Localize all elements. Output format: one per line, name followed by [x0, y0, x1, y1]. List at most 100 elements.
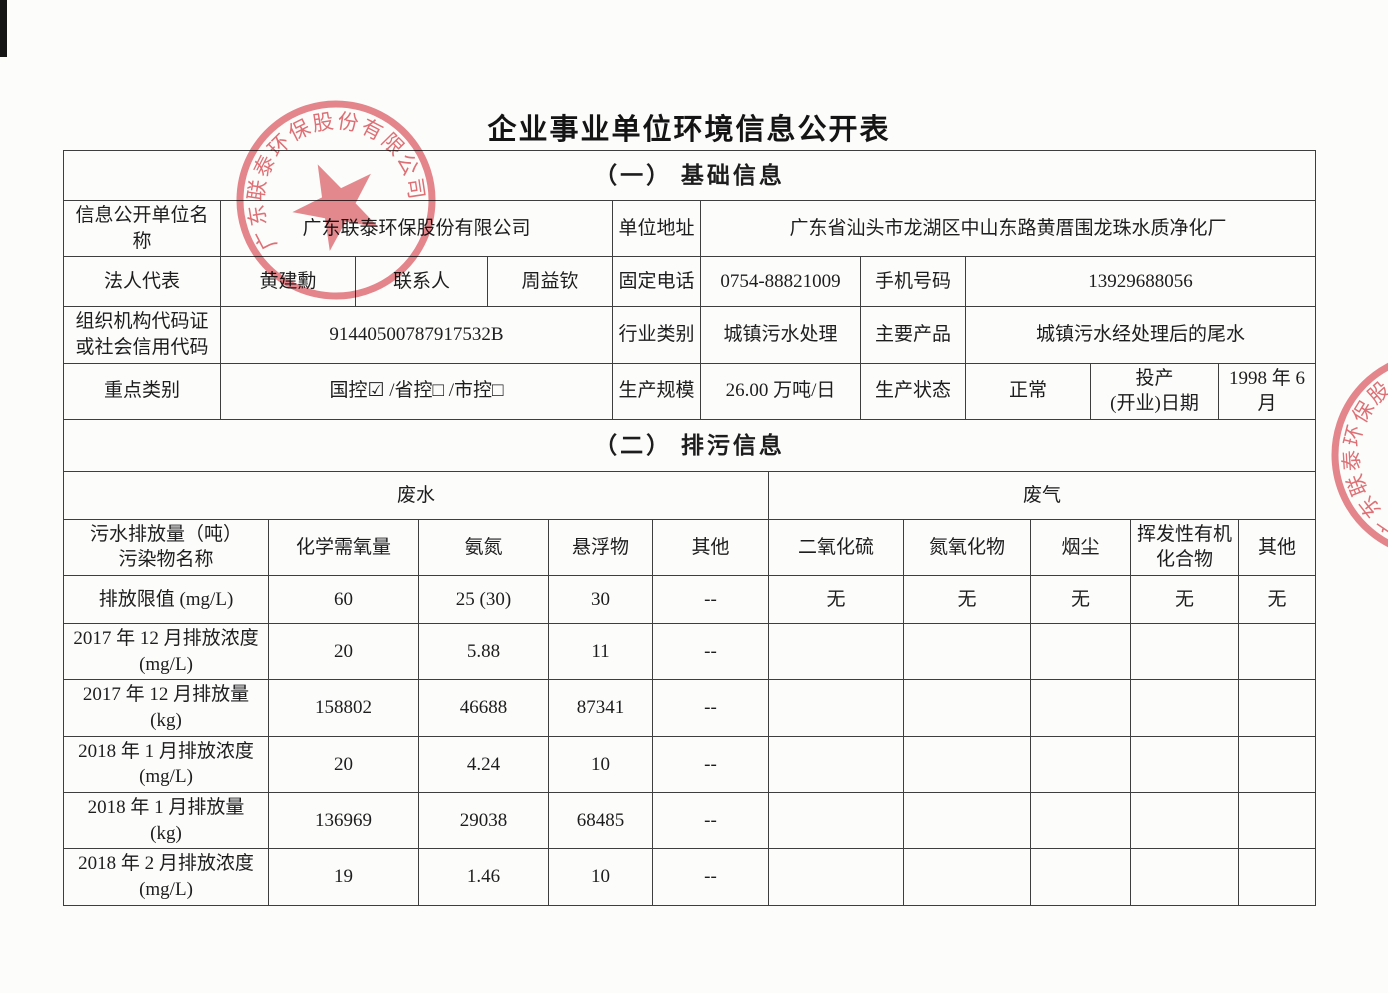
table-row: 重点类别 国控☑ /省控□ /市控□ 生产规模 26.00 万吨/日 生产状态 … — [63, 362, 1317, 420]
cell — [1130, 848, 1239, 906]
cell — [1237, 623, 1317, 681]
cell — [903, 791, 1031, 850]
cell — [1130, 679, 1239, 737]
scale-label: 生产规模 — [612, 362, 701, 420]
section-2-title: （二） 排污信息 — [62, 418, 1317, 472]
org-code-label: 组织机构代码证或社会信用代码 — [63, 306, 221, 364]
product-label: 主要产品 — [860, 306, 966, 364]
col-header-smoke: 烟尘 — [1030, 518, 1131, 577]
cell — [1237, 791, 1317, 850]
cell: 4.24 — [418, 735, 549, 793]
document-title: 企业事业单位环境信息公开表 — [487, 114, 891, 146]
mobile-label: 手机号码 — [860, 256, 966, 308]
gas-group-header: 废气 — [767, 470, 1317, 520]
col-header-ammonia: 氨氮 — [418, 518, 549, 577]
mobile-value: 13929688056 — [964, 256, 1317, 308]
table-row: 2018 年 2 月排放浓度 (mg/L) 19 1.46 10 -- — [63, 848, 1317, 906]
key-category-value: 国控☑ /省控□ /市控□ — [220, 362, 613, 420]
legal-rep-label: 法人代表 — [63, 256, 221, 308]
phone-value: 0754-88821009 — [700, 256, 861, 308]
table-row: 2017 年 12 月排放量 (kg) 158802 46688 87341 -… — [63, 679, 1317, 737]
cell: 19 — [268, 848, 419, 906]
cell — [1237, 679, 1317, 737]
cell — [1130, 623, 1239, 681]
seal-company-text: 广东联泰环保股份有限公司 — [1315, 335, 1388, 541]
contact-label: 联系人 — [355, 256, 488, 308]
column-header-row: 污水排放量（吨） 污染物名称 化学需氧量 氨氮 悬浮物 其他 二氧化硫 氮氧化物… — [63, 518, 1317, 577]
pollutant-header-line1: 污水排放量（吨） — [89, 523, 242, 545]
table-row: 2018 年 1 月排放量 (kg) 136969 29038 68485 -- — [63, 791, 1317, 850]
cell — [903, 848, 1031, 906]
cell: 20 — [268, 735, 419, 793]
table-row: 排放限值 (mg/L) 60 25 (30) 30 -- 无 无 无 无 无 — [63, 575, 1317, 625]
row-label: 2018 年 2 月排放浓度 (mg/L) — [63, 848, 269, 906]
cell: 46688 — [418, 679, 549, 737]
row-label: 2018 年 1 月排放浓度 (mg/L) — [63, 735, 269, 793]
partial-seal-stamp: 广东联泰环保股份有限公司 — [1315, 335, 1388, 559]
table-row: 法人代表 黄建勳 联系人 周益钦 固定电话 0754-88821009 手机号码… — [63, 256, 1317, 308]
start-date-label-line2: (开业)日期 — [1110, 393, 1199, 415]
cell — [1030, 623, 1131, 681]
legal-rep-value: 黄建勳 — [220, 256, 356, 308]
cell — [1030, 735, 1131, 793]
table-row: 2017 年 12 月排放浓度 (mg/L) 20 5.88 11 -- — [63, 623, 1317, 681]
cell: 无 — [903, 575, 1031, 625]
cell: 30 — [548, 575, 653, 625]
cell — [768, 735, 904, 793]
pollutant-header-line2: 污染物名称 — [118, 549, 214, 571]
cell: -- — [652, 848, 769, 906]
cell — [1130, 791, 1239, 850]
basic-info-table: （一） 基础信息 信息公开单位名称 广东联泰环保股份有限公司 单位地址 广东省汕… — [62, 150, 1317, 420]
cell: 10 — [548, 735, 653, 793]
cell: 68485 — [548, 791, 653, 850]
cell: 60 — [268, 575, 419, 625]
col-header-nox: 氮氧化物 — [903, 518, 1031, 577]
start-date-label: 投产 (开业)日期 — [1090, 362, 1219, 420]
cell: 29038 — [418, 791, 549, 850]
col-header-voc: 挥发性有机化合物 — [1130, 518, 1239, 577]
table-row: 2018 年 1 月排放浓度 (mg/L) 20 4.24 10 -- — [63, 735, 1317, 793]
cell — [1030, 791, 1131, 850]
start-date-value: 1998 年 6 月 — [1217, 362, 1317, 420]
row-label: 排放限值 (mg/L) — [63, 575, 269, 625]
cell: 136969 — [268, 791, 419, 850]
col-header-cod: 化学需氧量 — [268, 518, 419, 577]
cell — [768, 623, 904, 681]
status-label: 生产状态 — [860, 362, 966, 420]
cell: 5.88 — [418, 623, 549, 681]
unit-name-label: 信息公开单位名称 — [63, 199, 221, 258]
table-row: 组织机构代码证或社会信用代码 91440500787917532B 行业类别 城… — [63, 306, 1317, 364]
cell — [1237, 848, 1317, 906]
key-category-label: 重点类别 — [63, 362, 221, 420]
scan-edge-artifact — [0, 0, 7, 57]
cell: 1.46 — [418, 848, 549, 906]
form-body: （一） 基础信息 信息公开单位名称 广东联泰环保股份有限公司 单位地址 广东省汕… — [62, 150, 1317, 906]
cell: 无 — [768, 575, 904, 625]
org-code-value: 91440500787917532B — [220, 306, 613, 364]
col-header-suspended-solids: 悬浮物 — [548, 518, 653, 577]
row-label: 2018 年 1 月排放量 (kg) — [63, 791, 269, 850]
cell: 无 — [1030, 575, 1131, 625]
col-header-other-gas: 其他 — [1237, 518, 1317, 577]
cell: -- — [652, 791, 769, 850]
unit-name-value: 广东联泰环保股份有限公司 — [220, 199, 613, 258]
cell: -- — [652, 575, 769, 625]
col-header-other-water: 其他 — [652, 518, 769, 577]
cell: -- — [652, 735, 769, 793]
cell — [1030, 679, 1131, 737]
address-label: 单位地址 — [612, 199, 701, 258]
cell — [768, 679, 904, 737]
cell — [768, 791, 904, 850]
cell — [768, 848, 904, 906]
svg-text:广东联泰环保股份有限公司: 广东联泰环保股份有限公司 — [1315, 335, 1388, 541]
wastewater-group-header: 废水 — [63, 470, 769, 520]
industry-label: 行业类别 — [612, 306, 701, 364]
group-header-row: 废水 废气 — [63, 470, 1317, 520]
industry-value: 城镇污水处理 — [700, 306, 861, 364]
start-date-label-line1: 投产 — [1135, 367, 1174, 389]
pollutant-name-header: 污水排放量（吨） 污染物名称 — [63, 518, 269, 577]
emission-info-table: （二） 排污信息 废水 废气 污水排放量（吨） 污染物名称 化学需氧量 氨氮 悬… — [62, 418, 1317, 906]
scale-value: 26.00 万吨/日 — [700, 362, 861, 420]
cell: 11 — [548, 623, 653, 681]
